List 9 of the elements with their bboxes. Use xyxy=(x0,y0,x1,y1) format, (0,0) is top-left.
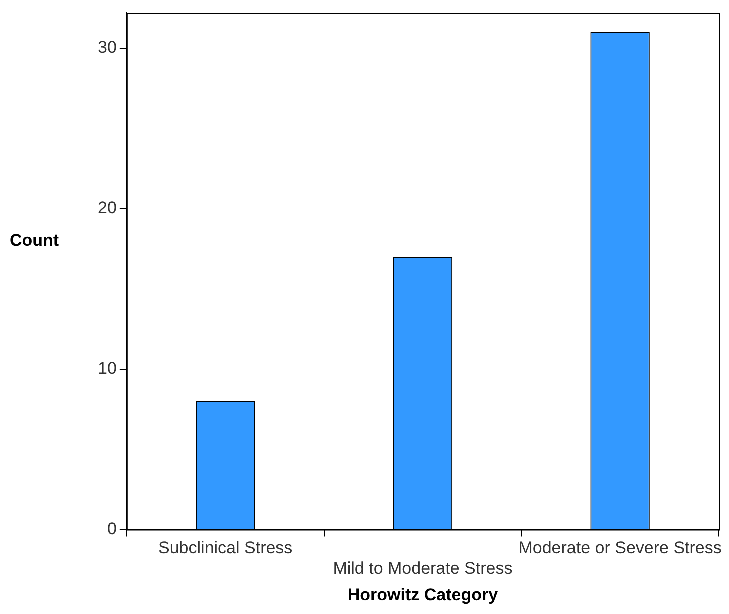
x-axis-title: Horowitz Category xyxy=(348,585,499,604)
x-tick-label: Mild to Moderate Stress xyxy=(333,559,513,578)
y-tick-label: 20 xyxy=(98,198,117,218)
y-tick-label: 10 xyxy=(98,359,117,378)
x-tick-label: Moderate or Severe Stress xyxy=(518,538,722,558)
y-tick-label: 30 xyxy=(98,38,117,58)
y-tick-label: 0 xyxy=(107,519,117,538)
y-axis-title: Count xyxy=(10,231,60,250)
x-tick-label: Subclinical Stress xyxy=(158,538,293,558)
